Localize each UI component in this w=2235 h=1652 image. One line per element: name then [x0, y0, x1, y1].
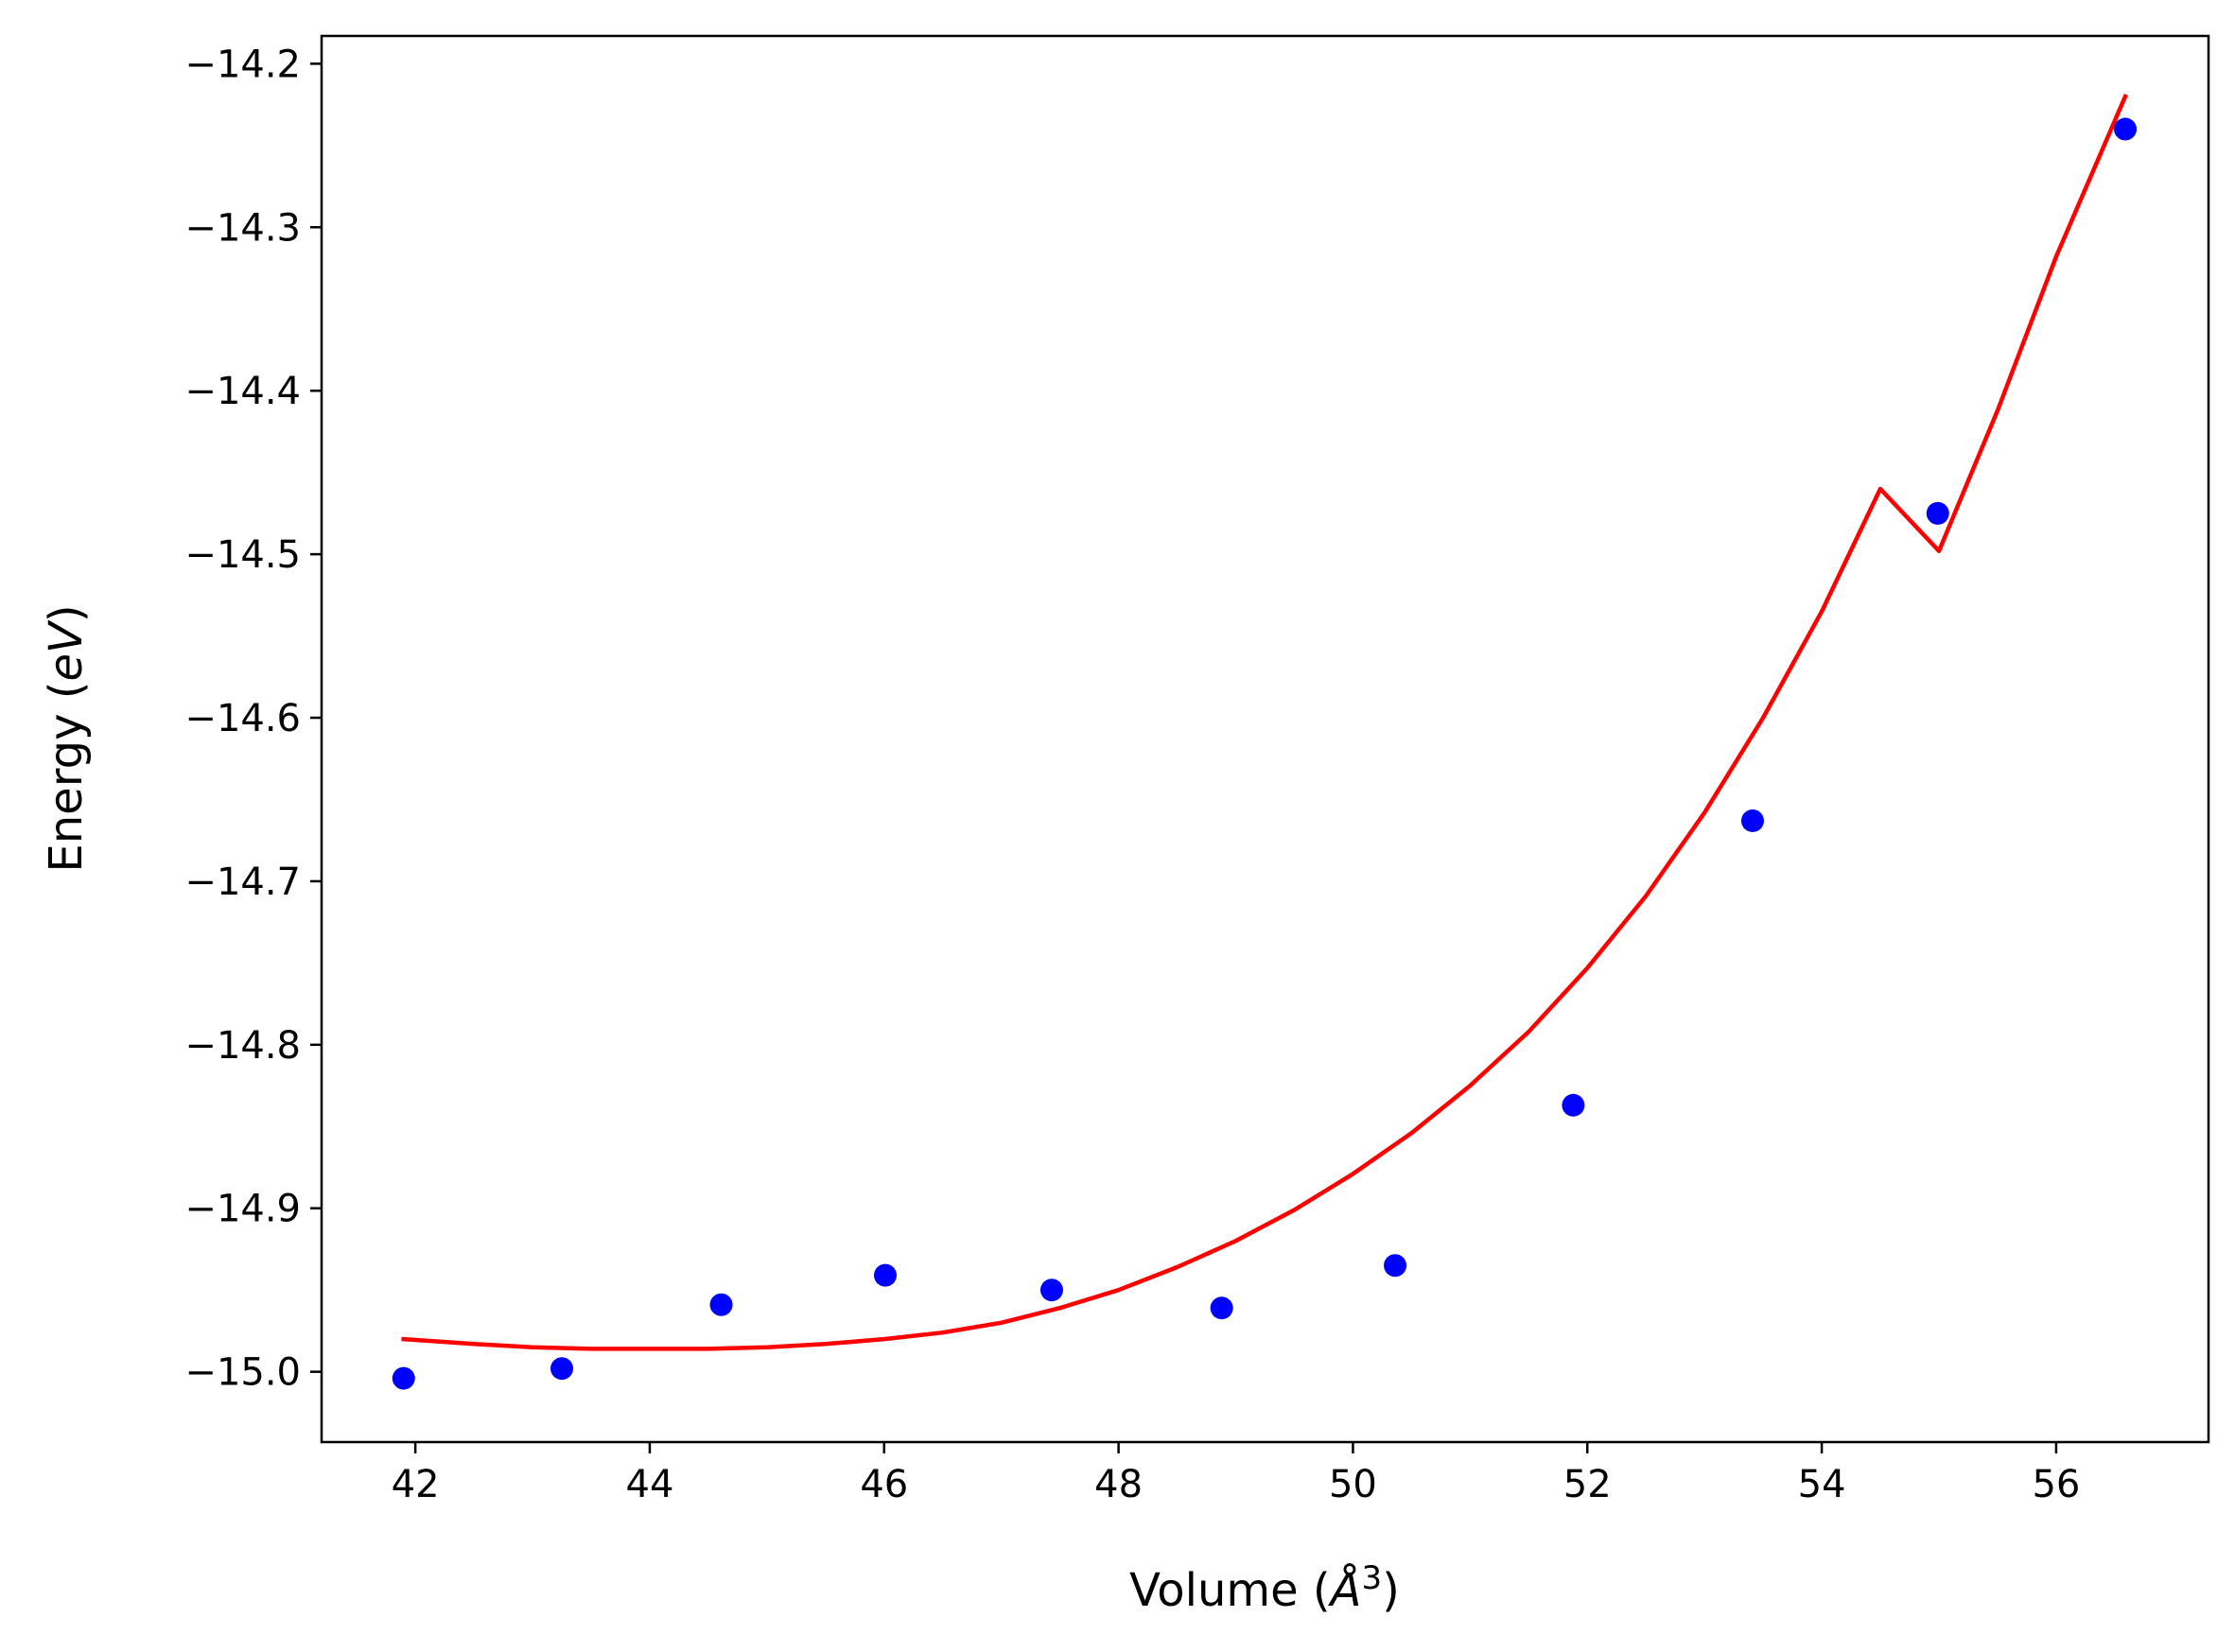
data-point [1384, 1254, 1407, 1278]
data-point [1210, 1296, 1233, 1320]
plot-area [320, 34, 2210, 1444]
x-tick-label: 54 [1798, 1463, 1846, 1506]
y-tick-label: −14.4 [184, 370, 301, 413]
series-layer [392, 94, 2138, 1390]
data-point [874, 1263, 898, 1287]
y-tick-label: −14.9 [184, 1188, 301, 1231]
data-point [709, 1293, 733, 1316]
y-tick-label: −14.7 [184, 861, 301, 904]
data-point [1926, 501, 1949, 525]
data-point [1039, 1278, 1063, 1302]
y-axis-title-prefix: Energy ( [40, 682, 93, 873]
x-tick-label: 42 [392, 1463, 440, 1506]
y-tick-label: −14.5 [184, 533, 301, 577]
data-point [550, 1357, 574, 1381]
x-axis-title-var: Å [1328, 1563, 1362, 1617]
fit-curve [401, 94, 2128, 1351]
x-axis-ticks: 42 44 46 48 50 52 54 56 [392, 1442, 2080, 1506]
y-tick-label: −14.6 [184, 697, 301, 740]
data-point [1740, 809, 1764, 832]
y-axis-title-var: eV [40, 619, 93, 682]
axes-background [322, 36, 2209, 1442]
x-tick-label: 56 [2032, 1463, 2080, 1506]
x-tick-label: 44 [626, 1463, 674, 1506]
x-axis-title-sup: 3 [1361, 1559, 1382, 1597]
y-tick-label: −14.2 [184, 43, 301, 86]
axes-frame [320, 34, 2210, 1444]
x-tick-label: 46 [860, 1463, 908, 1506]
y-tick-label: −14.3 [184, 206, 301, 250]
x-tick-label: 50 [1329, 1463, 1377, 1506]
x-axis-title-suffix: ) [1382, 1564, 1400, 1617]
y-axis-title-suffix: ) [40, 604, 93, 622]
x-axis-title: Volume (Å3) [1129, 1559, 1400, 1617]
y-axis-title: Energy (eV) [40, 604, 93, 872]
data-point [1562, 1093, 1585, 1117]
data-point [2114, 117, 2138, 141]
y-tick-label: −14.8 [184, 1024, 301, 1068]
y-axis-ticks: −15.0 −14.9 −14.8 −14.7 −14.6 −14.5 −14.4 −14.3… [184, 43, 322, 1395]
x-axis-title-prefix: Volume ( [1129, 1564, 1331, 1617]
x-tick-label: 48 [1094, 1463, 1143, 1506]
y-tick-label: −15.0 [184, 1351, 301, 1395]
data-point [392, 1366, 415, 1390]
x-tick-label: 52 [1563, 1463, 1612, 1506]
